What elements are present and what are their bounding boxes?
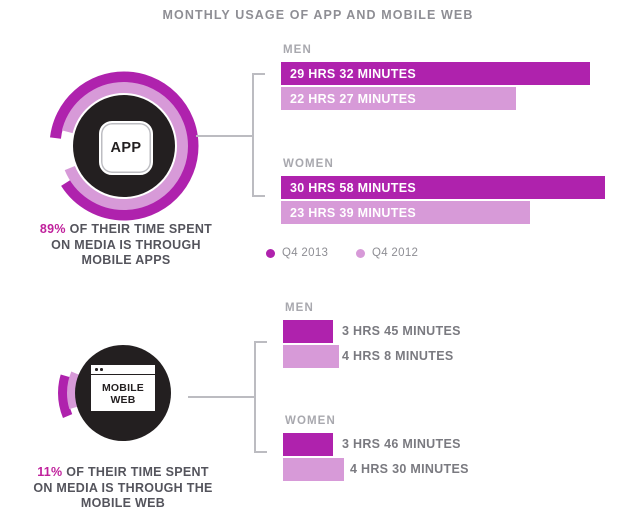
- legend-item-q4-2012: Q4 2012: [356, 247, 418, 259]
- mobile-web-caption-line2: ON MEDIA IS THROUGH THE: [33, 480, 213, 495]
- mobile-web-connector-cap-top: [254, 341, 267, 343]
- mobile-web-men-group-label: MEN: [285, 302, 314, 314]
- app-men-bar-q4-2012-label: 22 HRS 27 MINUTES: [290, 91, 416, 106]
- mobile-web-icon-label-line2: WEB: [110, 393, 136, 406]
- legend-dot-q4-2012: [356, 248, 365, 258]
- app-caption-percent: 89%: [39, 222, 66, 236]
- mobile-web-men-bar-q4-2012-label: 4 HRS 8 MINUTES: [342, 349, 454, 363]
- app-women-bar-q4-2012: 23 HRS 39 MINUTES: [281, 201, 530, 224]
- browser-window-icon: MOBILE WEB: [91, 365, 155, 411]
- browser-title-bar: [91, 365, 155, 375]
- mobile-web-women-bar-q4-2012-label: 4 HRS 30 MINUTES: [350, 462, 469, 476]
- app-donut-chart: APP: [44, 66, 204, 226]
- app-men-bar-q4-2012: 22 HRS 27 MINUTES: [281, 87, 516, 110]
- legend-label-q4-2013: Q4 2013: [282, 247, 329, 259]
- app-connector-spine: [252, 73, 254, 197]
- mobile-web-donut-chart: MOBILE WEB: [55, 325, 191, 461]
- app-connector-cap-bottom: [252, 195, 265, 197]
- app-caption-line1-rest: OF THEIR TIME SPENT: [65, 222, 213, 236]
- mobile-web-connector-stem: [188, 396, 254, 398]
- app-women-bar-q4-2012-label: 23 HRS 39 MINUTES: [290, 205, 416, 220]
- mobile-web-women-bar-q4-2013-label: 3 HRS 46 MINUTES: [342, 437, 461, 451]
- app-caption: 89% OF THEIR TIME SPENT ON MEDIA IS THRO…: [10, 222, 242, 269]
- mobile-web-caption-percent: 11%: [37, 465, 63, 479]
- app-caption-line2: ON MEDIA IS THROUGH: [51, 237, 201, 252]
- app-women-group-label: WOMEN: [283, 158, 334, 170]
- mobile-web-women-bar-q4-2012: [283, 458, 344, 481]
- browser-dot-1: [95, 368, 98, 371]
- app-connector-stem: [196, 135, 252, 137]
- app-men-bar-q4-2013: 29 HRS 32 MINUTES: [281, 62, 590, 85]
- mobile-web-connector-cap-bottom: [254, 451, 267, 453]
- mobile-web-women-bar-q4-2013: [283, 433, 333, 456]
- mobile-web-caption: 11% OF THEIR TIME SPENT ON MEDIA IS THRO…: [4, 465, 242, 512]
- app-men-group-label: MEN: [283, 44, 312, 56]
- legend-label-q4-2012: Q4 2012: [372, 247, 419, 259]
- mobile-web-caption-line1-rest: OF THEIR TIME SPENT: [62, 465, 209, 479]
- mobile-web-women-group-label: WOMEN: [285, 415, 336, 427]
- mobile-web-icon-label-line1: MOBILE: [101, 381, 145, 394]
- browser-dot-2: [100, 368, 103, 371]
- legend-dot-q4-2013: [266, 248, 275, 258]
- mobile-web-men-bar-q4-2013: [283, 320, 333, 343]
- mobile-web-men-bar-q4-2012: [283, 345, 339, 368]
- app-women-bar-q4-2013-label: 30 HRS 58 MINUTES: [290, 180, 416, 195]
- app-donut-outer-arc: [49, 71, 199, 221]
- mobile-web-donut-arcs: [58, 328, 188, 458]
- mobile-web-caption-line3: MOBILE WEB: [80, 496, 166, 510]
- app-women-bar-q4-2013: 30 HRS 58 MINUTES: [281, 176, 605, 199]
- legend-item-q4-2013: Q4 2013: [266, 247, 328, 259]
- mobile-web-connector-spine: [254, 341, 256, 453]
- mobile-web-men-bar-q4-2013-label: 3 HRS 45 MINUTES: [342, 324, 461, 338]
- app-caption-line3: MOBILE APPS: [81, 253, 171, 267]
- page-title: MONTHLY USAGE OF APP AND MOBILE WEB: [162, 8, 474, 22]
- mobile-web-icon-label: MOBILE WEB: [91, 375, 155, 412]
- app-connector-cap-top: [252, 73, 265, 75]
- app-icon-label: APP: [99, 121, 153, 175]
- app-men-bar-q4-2013-label: 29 HRS 32 MINUTES: [290, 66, 416, 81]
